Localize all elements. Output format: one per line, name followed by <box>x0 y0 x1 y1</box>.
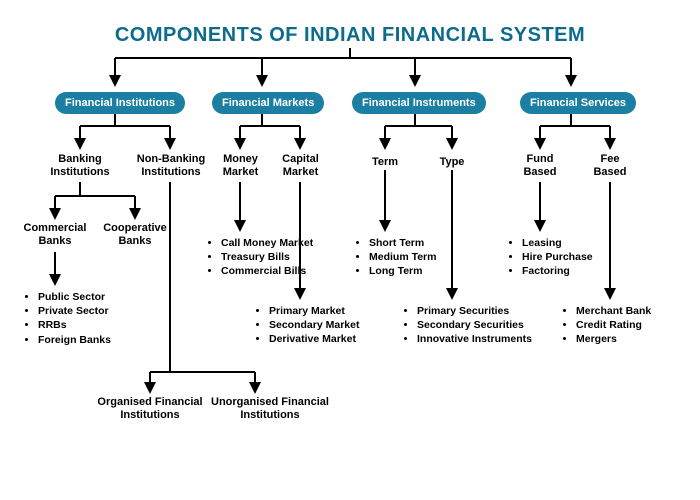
label-fund: FundBased <box>520 153 560 178</box>
page-title: COMPONENTS OF INDIAN FINANCIAL SYSTEM <box>0 24 700 47</box>
list-commercial-banks: Public SectorPrivate SectorRRBsForeign B… <box>24 290 111 347</box>
label-cooperative: CooperativeBanks <box>100 222 170 247</box>
tree-connectors <box>0 0 700 500</box>
label-capital: CapitalMarket <box>278 153 323 178</box>
list-money-market: Call Money MarketTreasury BillsCommercia… <box>207 236 313 279</box>
pill-financial-institutions: Financial Institutions <box>55 92 185 114</box>
list-type: Primary SecuritiesSecondary SecuritiesIn… <box>403 304 532 347</box>
label-fee: FeeBased <box>590 153 630 178</box>
label-organised: Organised FinancialInstitutions <box>95 396 205 421</box>
list-capital-market: Primary MarketSecondary MarketDerivative… <box>255 304 359 347</box>
list-term: Short TermMedium TermLong Term <box>355 236 436 279</box>
label-commercial: CommercialBanks <box>22 222 88 247</box>
label-nonbanking: Non-BankingInstitutions <box>135 153 207 178</box>
label-banking: BankingInstitutions <box>50 153 110 178</box>
label-unorganised: Unorganised FinancialInstitutions <box>210 396 330 421</box>
list-fee: Merchant BankCredit RatingMergers <box>562 304 651 347</box>
label-type: Type <box>437 156 467 169</box>
label-term: Term <box>370 156 400 169</box>
pill-financial-instruments: Financial Instruments <box>352 92 486 114</box>
label-money: MoneyMarket <box>218 153 263 178</box>
list-fund: LeasingHire PurchaseFactoring <box>508 236 593 279</box>
pill-financial-markets: Financial Markets <box>212 92 324 114</box>
pill-financial-services: Financial Services <box>520 92 636 114</box>
